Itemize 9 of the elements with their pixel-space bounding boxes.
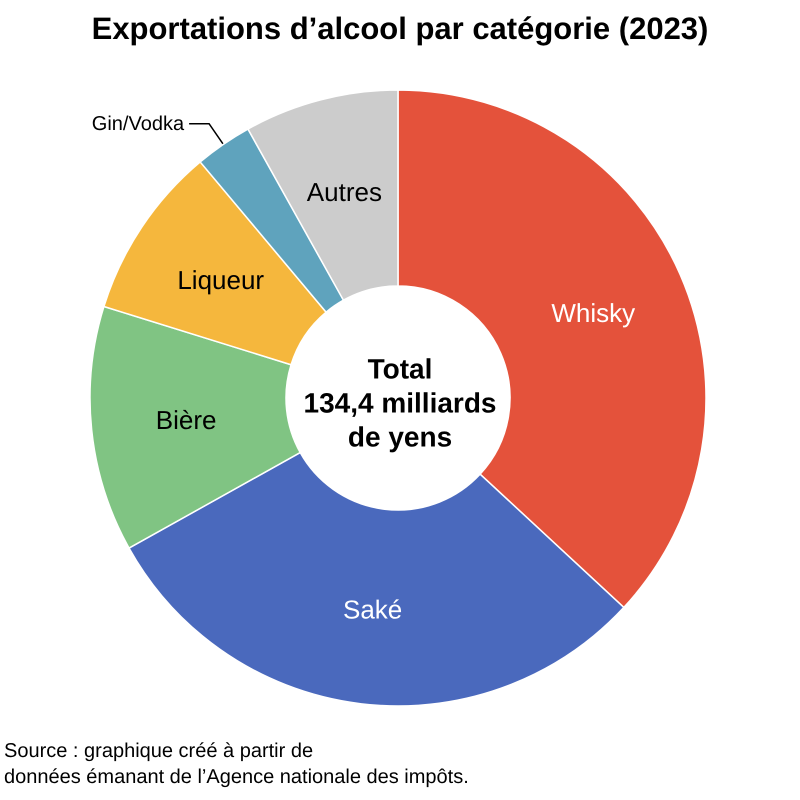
text: Total 134,4 milliards de yens bbox=[303, 354, 497, 452]
slice-label: Whisky bbox=[551, 298, 636, 328]
slice-label: Saké bbox=[343, 594, 402, 624]
slice-label: Autres bbox=[306, 176, 382, 207]
source-note: Source : graphique créé à partir de données émanant de l’Agence nationale des impôts. bbox=[4, 740, 469, 788]
slice-label: Liqueur bbox=[177, 264, 264, 295]
chart-title: Exportations d’alcool par catégorie (2023) bbox=[92, 11, 708, 46]
slice-label: Gin/Vodka bbox=[92, 112, 185, 135]
slice-label: Bière bbox=[156, 405, 216, 436]
